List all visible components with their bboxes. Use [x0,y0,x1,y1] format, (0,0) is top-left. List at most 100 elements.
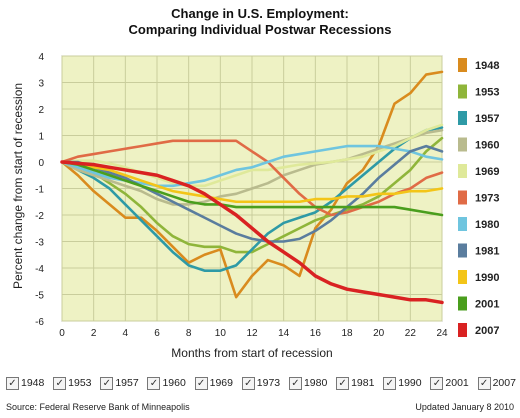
series-line-1957 [60,126,444,272]
series-line-1960 [60,128,444,206]
legend-swatch-1981 [458,243,467,258]
checkbox-1981[interactable]: ✓ 1981 [336,376,375,390]
legend-label-1981: 1981 [475,246,499,258]
y-tick-label: -2 [35,211,44,222]
legend-swatch-1973 [458,190,467,205]
checkbox-label-1960: 1960 [162,377,186,389]
checkbox-label-1980: 1980 [303,377,328,389]
y-axis-label: Percent change from start of recession [11,83,25,289]
legend-label-1973: 1973 [475,193,499,205]
legend-label-1960: 1960 [475,140,499,152]
legend-swatch-1953 [458,84,467,99]
checkbox-box-1981[interactable]: ✓ [336,376,350,390]
checkbox-box-1969[interactable]: ✓ [194,376,208,390]
y-tick-label: -6 [35,317,44,328]
source-note: Source: Federal Reserve Bank of Minneapo… [6,402,190,412]
series-line-2001 [60,160,444,217]
x-axis-label: Months from start of recession [171,346,332,360]
x-tick-labels: 0 2 4 6 8 10 12 14 16 18 20 22 24 [59,328,448,339]
y-tick-label: 3 [38,79,44,90]
legend-swatch-1960 [458,137,467,152]
checkbox-label-1953: 1953 [68,377,92,389]
checkbox-1953[interactable]: ✓ 1953 [53,376,92,390]
legend-swatch-1990 [458,270,467,284]
x-tick-label: 4 [123,328,129,339]
legend-label-1969: 1969 [475,166,499,178]
checkbox-box-1953[interactable]: ✓ [53,376,67,390]
checkbox-2001[interactable]: ✓ 2001 [430,376,469,390]
series-line-1973 [60,139,444,217]
chart-title: Change in U.S. Employment: Comparing Ind… [0,6,520,38]
checkbox-1948[interactable]: ✓ 1948 [6,376,45,390]
checkbox-label-2001: 2001 [445,377,469,389]
x-tick-label: 8 [186,328,192,339]
y-tick-label: -3 [35,238,44,249]
checkbox-1973[interactable]: ✓ 1973 [241,376,281,390]
checkbox-label-1957: 1957 [115,377,139,389]
checkbox-1990[interactable]: ✓ 1990 [383,376,422,390]
y-tick-labels: 4 3 2 1 0 -1 -2 -3 -4 -5 -6 [35,52,44,328]
legend-label-1953: 1953 [475,87,499,99]
x-tick-label: 16 [310,328,322,339]
y-tick-label: -5 [35,291,44,302]
x-tick-label: 2 [91,328,97,339]
series-line-1969 [60,123,444,188]
legend-label-1980: 1980 [475,219,499,231]
checkbox-box-1990[interactable]: ✓ [383,376,397,390]
legend-swatch-1957 [458,111,467,125]
checkbox-1957[interactable]: ✓ 1957 [100,376,139,390]
x-tick-label: 6 [154,328,160,339]
legend-swatch-2007 [458,323,467,337]
checkbox-label-1990: 1990 [398,377,422,389]
checkbox-1969[interactable]: ✓ 1969 [194,376,233,390]
legend: 1948 1953 1957 1960 1969 1973 1980 1981 1990 2001… [458,58,499,337]
series-line-1990 [60,160,444,204]
recession-checkbox-row: ✓ 1948 ✓ 1953 ✓ 1957 ✓ 1960 ✓ 1969 ✓ 1973 ✓ 1980 ✓ 1981… [6,374,516,392]
y-tick-label: -4 [35,264,44,275]
legend-label-1948: 1948 [475,60,499,72]
checkbox-box-2001[interactable]: ✓ [430,376,444,390]
x-tick-label: 10 [215,328,227,339]
checkbox-box-1960[interactable]: ✓ [147,376,161,390]
checkbox-label-1948: 1948 [21,377,45,389]
checkbox-label-1969: 1969 [209,377,233,389]
y-tick-label: 0 [38,158,44,169]
legend-label-2007: 2007 [475,325,499,337]
checkbox-1980[interactable]: ✓ 1980 [288,376,328,390]
checkbox-label-1973: 1973 [256,377,281,389]
x-tick-label: 14 [278,328,290,339]
series-lines [60,70,444,305]
series-line-1981 [60,144,444,243]
series-line-2007 [60,160,444,305]
checkbox-label-2007: 2007 [492,377,516,389]
updated-note: Updated January 8 2010 [415,402,514,412]
x-tick-label: 20 [373,328,385,339]
checkbox-2007[interactable]: ✓ 2007 [477,376,516,390]
y-tick-label: 1 [38,132,44,143]
x-tick-label: 22 [405,328,417,339]
y-tick-label: 2 [38,105,44,116]
x-tick-label: 24 [436,328,448,339]
chart-title-line2: Comparing Individual Postwar Recessions [128,22,392,37]
checkbox-box-1948[interactable]: ✓ [6,376,19,390]
checkbox-box-2007[interactable]: ✓ [477,376,491,390]
checkbox-1960[interactable]: ✓ 1960 [147,376,186,390]
checkbox-box-1973[interactable]: ✓ [241,376,255,390]
y-tick-label: -1 [35,185,44,196]
legend-swatch-1948 [458,58,467,72]
series-line-1953 [60,136,444,254]
x-tick-label: 12 [246,328,258,339]
x-tick-label: 0 [59,328,65,339]
checkbox-box-1957[interactable]: ✓ [100,376,114,390]
legend-label-1990: 1990 [475,272,499,284]
x-tick-label: 18 [341,328,353,339]
legend-swatch-1969 [458,164,467,178]
legend-swatch-1980 [458,217,467,231]
checkbox-box-1980[interactable]: ✓ [288,376,302,390]
legend-label-2001: 2001 [475,299,499,311]
checkbox-label-1981: 1981 [351,377,375,389]
chart-title-line1: Change in U.S. Employment: [171,6,349,21]
legend-swatch-2001 [458,296,467,311]
y-tick-label: 4 [38,52,44,63]
